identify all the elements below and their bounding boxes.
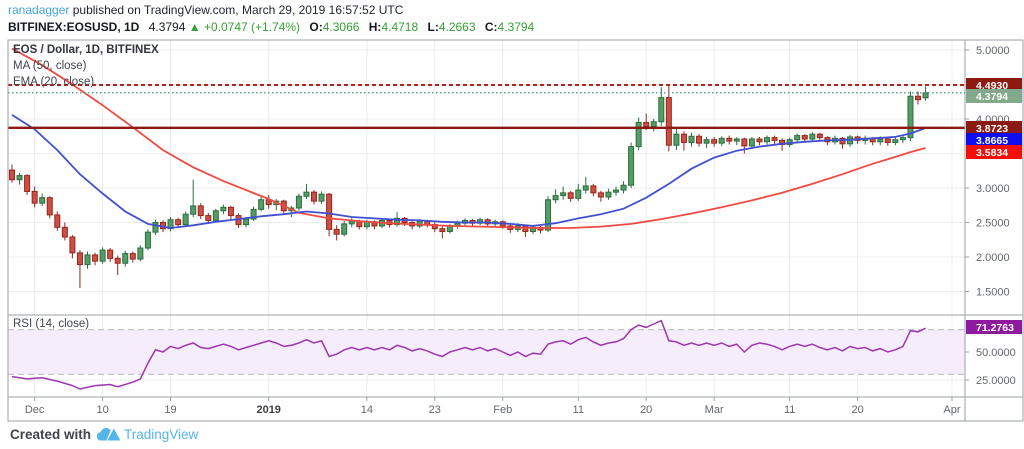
high-label: H: [368,20,382,34]
rsi-band [8,329,965,375]
chart-frame [7,39,1024,422]
level-lines [8,83,965,130]
symbol-label: BITFINEX:EOSUSD, 1D [8,20,140,34]
legend-ema20: EMA (20, close) [13,76,95,88]
date-axis[interactable]: Dec 10 19 2019 14 23 Feb 11 20 Mar 11 20 Apr [25,397,961,416]
price-badge-value: 3.8723 [976,123,1008,135]
last-price: 4.3794 [148,20,186,34]
price-badge [966,121,1022,135]
rsi-axis-label: 50.0000 [976,347,1016,359]
legend-ma50: MA (50, close) [13,60,87,72]
date-axis-label: 14 [361,404,373,416]
price-badge-value: 3.8665 [976,135,1008,147]
chart-legend: EOS / Dollar, 1D, BITFINEX MA (50, close… [13,42,159,90]
price-badge [966,78,1022,92]
date-axis-label: Mar [705,404,724,416]
footer: Created with TradingView [10,426,198,442]
ma50-line [11,47,926,229]
date-axis-label: 2019 [256,404,280,416]
rsi-legend: RSI (14, close) [13,318,90,330]
price-badge [966,89,1022,103]
symbol-info-line: BITFINEX:EOSUSD, 1D 4.3794 ▲ +0.0747 (+1… [8,20,534,34]
rsi-axis-label: 25.0000 [976,375,1016,387]
date-axis-label: 11 [784,404,795,416]
price-badge [966,133,1022,147]
close-label: C: [484,20,498,34]
price-badge-value: 4.3794 [976,91,1008,103]
created-with-label: Created with [10,426,92,442]
open-value: 4.3066 [322,20,360,34]
date-axis-label: 20 [640,404,652,416]
low-value: 4.2663 [438,20,476,34]
ema20-line [11,114,926,229]
price-change: ▲ +0.0747 (+1.74%) [188,20,301,34]
rsi [11,319,926,390]
rsi-badge [966,320,1022,334]
date-axis-label: 11 [573,404,584,416]
price-axis-label: 3.0000 [976,183,1010,195]
date-axis-label: 20 [851,404,863,416]
ma50 [11,47,926,229]
date-axis-label: Dec [25,404,45,416]
price-badge [966,145,1022,159]
ema20 [11,114,926,229]
rsi-badge-value: 71.2763 [976,322,1014,334]
price-axis-label: 5.0000 [976,45,1010,57]
tradingview-brand-link[interactable]: TradingView [124,426,199,442]
candlestick-series [9,85,929,289]
date-axis-label: Apr [943,404,960,416]
tradingview-logo-icon [97,426,121,442]
price-axis-label: 1.5000 [976,287,1010,299]
date-axis-label: 23 [429,404,441,416]
price-axis-label: 2.0000 [976,252,1010,264]
open-label: O: [309,20,323,34]
legend-symbol: EOS / Dollar, 1D, BITFINEX [13,44,159,56]
close-value: 4.3794 [497,20,535,34]
price-axis-label: 2.5000 [976,218,1010,230]
publish-info-line: ranadagger published on TradingView.com,… [8,3,403,17]
date-axis-label: 10 [96,404,108,416]
low-label: L: [427,20,439,34]
rsi-line [11,319,926,390]
date-axis-label: Feb [493,404,512,416]
author-link[interactable]: ranadagger [8,3,70,17]
price-badge-value: 3.5834 [976,147,1008,159]
date-axis-label: 19 [164,404,176,416]
publish-text: published on TradingView.com, March 29, … [69,3,404,17]
high-value: 4.4718 [381,20,419,34]
